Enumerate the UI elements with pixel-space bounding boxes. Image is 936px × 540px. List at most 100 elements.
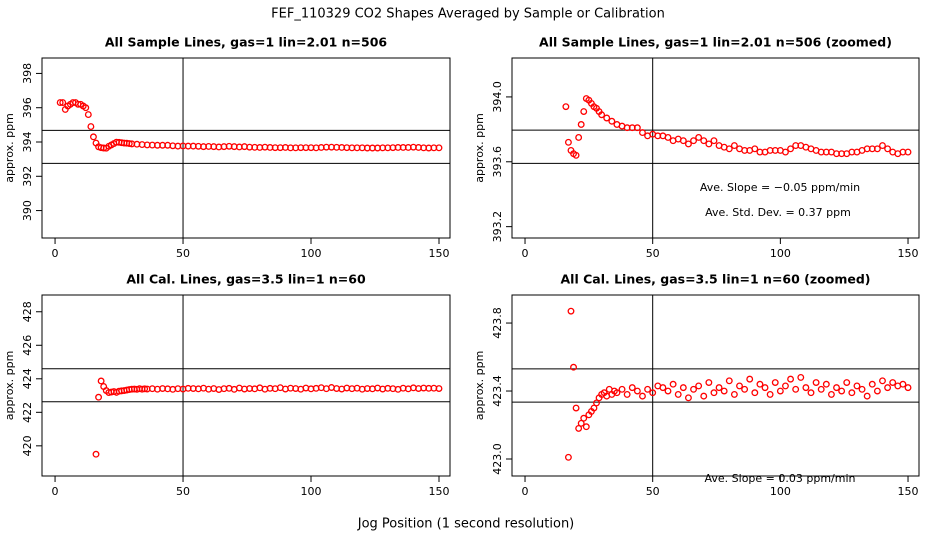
y-tick-label: 422 (21, 402, 34, 423)
y-tick-label: 423.8 (491, 307, 504, 339)
point (695, 134, 703, 141)
point (853, 382, 861, 390)
point (736, 382, 743, 390)
y-tick-label: 420 (21, 435, 34, 456)
point (817, 385, 825, 393)
point (766, 390, 774, 398)
y-tick-label: 398 (21, 63, 34, 84)
point (679, 137, 687, 145)
y-tick-label: 394.0 (491, 81, 504, 113)
point (664, 134, 672, 141)
x-tick-label: 150 (898, 485, 919, 498)
point (608, 117, 616, 125)
point (628, 384, 636, 392)
point (833, 384, 840, 392)
point (812, 379, 820, 386)
point (141, 385, 149, 393)
point (782, 148, 789, 156)
y-tick-label: 426 (21, 335, 34, 356)
y-tick-label: 428 (21, 301, 34, 322)
x-tick-label: 150 (428, 485, 449, 498)
point (84, 111, 92, 119)
y-axis-label: approx. ppm (473, 113, 486, 183)
point (751, 389, 759, 397)
point (725, 377, 733, 385)
y-tick-label: 396 (21, 97, 34, 118)
y-axis-label: approx. ppm (3, 113, 16, 183)
point (82, 104, 90, 112)
point (904, 384, 912, 392)
x-tick-label: 150 (428, 247, 449, 260)
point (435, 144, 443, 152)
plot-frame (511, 57, 920, 239)
plot-frame (41, 57, 451, 239)
panel-title: All Cal. Lines, gas=3.5 lin=1 n=60 (zoom… (561, 272, 871, 287)
point (751, 145, 759, 153)
x-tick-label: 100 (301, 485, 322, 498)
point (771, 379, 779, 386)
y-tick-label: 390 (21, 200, 34, 221)
point (776, 387, 784, 395)
annotation: Ave. Slope = −0.05 ppm/min (700, 181, 860, 194)
point (570, 363, 577, 371)
point (92, 450, 100, 458)
point (580, 414, 588, 422)
point (843, 379, 851, 386)
y-tick-label: 423.0 (491, 443, 504, 475)
point (705, 140, 713, 148)
panel-title: All Sample Lines, gas=1 lin=2.01 n=506 (105, 35, 388, 50)
point (725, 145, 733, 153)
point (797, 373, 805, 381)
point (782, 382, 789, 390)
point (884, 384, 892, 392)
point (633, 124, 641, 132)
point (720, 387, 728, 395)
y-tick-label: 423.4 (491, 375, 504, 407)
point (664, 387, 672, 395)
point (684, 394, 692, 402)
y-axis-label: approx. ppm (3, 351, 16, 421)
point (904, 148, 912, 156)
point (639, 392, 646, 400)
point (618, 385, 626, 393)
point (567, 307, 575, 315)
x-axis-label: Jog Position (1 second resolution) (357, 517, 575, 532)
annotation: Ave. Slope = 0.03 ppm/min (705, 472, 856, 485)
point (690, 385, 697, 393)
x-tick-label: 0 (52, 485, 59, 498)
point (802, 384, 810, 392)
x-tick-label: 150 (898, 247, 919, 260)
point (889, 379, 897, 386)
point (822, 380, 830, 388)
point (741, 385, 749, 393)
point (873, 387, 881, 395)
point (715, 384, 723, 392)
point (613, 389, 621, 397)
point (564, 138, 572, 146)
point (575, 134, 583, 141)
point (59, 99, 67, 107)
point (674, 390, 682, 398)
point (97, 377, 105, 385)
point (848, 389, 856, 397)
point (684, 140, 692, 148)
y-tick-label: 393.6 (491, 146, 504, 178)
point (746, 375, 754, 383)
point (868, 380, 876, 388)
point (730, 142, 738, 150)
y-tick-label: 392 (21, 166, 34, 187)
point (95, 393, 103, 401)
point (807, 389, 815, 397)
point (695, 382, 703, 390)
point (827, 390, 835, 398)
point (582, 423, 590, 431)
y-tick-label: 393.2 (491, 211, 504, 243)
y-tick-label: 424 (21, 368, 34, 389)
point (705, 379, 713, 386)
x-tick-label: 0 (52, 247, 59, 260)
point (863, 392, 871, 400)
point (598, 111, 606, 119)
point (633, 387, 641, 395)
point (899, 380, 907, 388)
